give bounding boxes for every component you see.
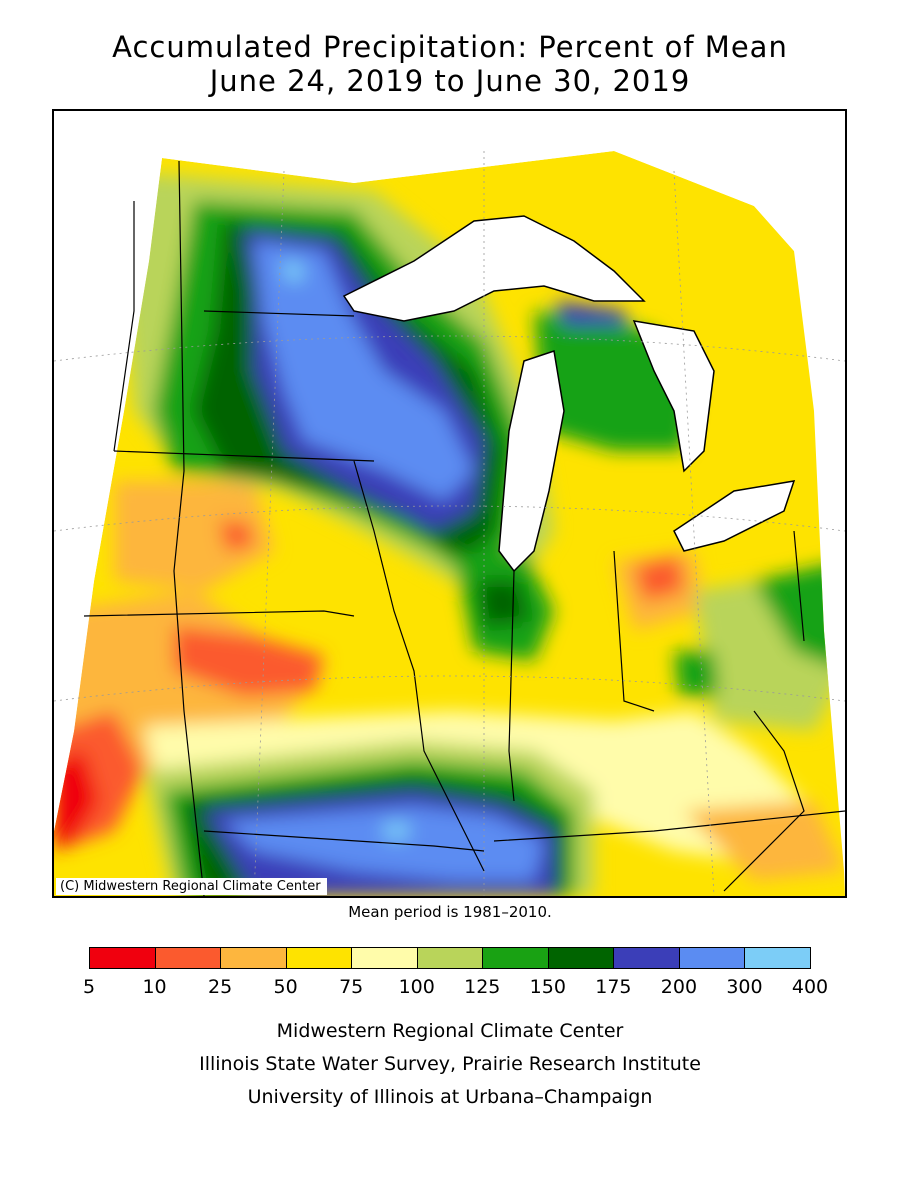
zone-200-300-north <box>254 241 474 501</box>
border-mississippi <box>353 460 485 872</box>
lake-huron <box>632 320 715 473</box>
zone-175-200-up <box>554 301 629 326</box>
legend-tick-label: 175 <box>595 976 632 998</box>
border-mn-ia <box>113 450 375 462</box>
legend-swatch <box>678 947 746 969</box>
zone-10-25-oh <box>634 556 684 601</box>
legend-tick-label: 200 <box>660 976 698 998</box>
legend-swatch <box>416 947 484 969</box>
legend-tick-label: 150 <box>529 976 566 998</box>
map-canvas <box>54 111 845 896</box>
zone-5-10-sw <box>54 751 99 851</box>
lon-line-3 <box>673 170 715 896</box>
lake-superior <box>342 215 646 322</box>
border-nd-sd <box>113 201 135 452</box>
zone-125-150-oh-spot <box>674 651 719 696</box>
credit-line2: Illinois State Water Survey, Prairie Res… <box>199 1053 701 1075</box>
legend-swatch <box>220 947 287 969</box>
lon-line-1 <box>253 170 285 896</box>
map-copyright: (C) Midwestern Regional Climate Center <box>56 878 327 895</box>
state-borders <box>83 160 845 896</box>
map-title-line1: Accumulated Precipitation: Percent of Me… <box>112 30 788 64</box>
credit-line1: Midwestern Regional Climate Center <box>276 1020 624 1042</box>
border-dakotas-mn <box>173 160 205 896</box>
legend-swatch <box>613 947 680 969</box>
border-il-in <box>508 570 515 802</box>
lat-line-2 <box>54 505 845 532</box>
lat-line-1 <box>54 335 845 362</box>
zone-25-50-nw <box>114 481 274 591</box>
legend-tick-label: 100 <box>398 976 435 998</box>
legend-labels: 5 10 25 50 75 100 125 150 175 200 300 400 <box>83 976 828 998</box>
legend-swatch <box>482 947 549 969</box>
zone-10-25-iowa <box>174 626 324 696</box>
precipitation-map: (C) Midwestern Regional Climate Center <box>52 109 847 898</box>
legend-swatch <box>351 947 418 969</box>
outside-domain <box>54 111 845 831</box>
zone-150-175-il <box>479 581 529 626</box>
border-ia-mo <box>83 610 355 617</box>
color-legend <box>89 947 812 969</box>
map-title-line2: June 24, 2019 to June 30, 2019 <box>209 64 691 98</box>
zone-200-300-south <box>224 806 544 881</box>
legend-tick-label: 300 <box>726 976 763 998</box>
great-lakes <box>342 215 796 573</box>
border-in-oh <box>613 550 655 712</box>
legend-tick-label: 125 <box>464 976 501 998</box>
legend-swatch <box>89 947 156 969</box>
legend-tick-label: 5 <box>82 976 96 998</box>
legend-tick-label: 400 <box>791 976 829 998</box>
lake-erie <box>673 480 796 552</box>
mean-period-note: Mean period is 1981–2010. <box>348 903 552 921</box>
legend-tick-label: 25 <box>207 976 233 998</box>
border-wv-ky <box>723 710 805 892</box>
border-ky-tn <box>493 810 845 842</box>
zone-25-50-ky <box>684 801 845 881</box>
graticule <box>54 151 845 896</box>
border-oh-pa <box>793 530 805 642</box>
lat-line-3 <box>54 675 845 702</box>
credit-line3: University of Illinois at Urbana–Champai… <box>247 1086 653 1108</box>
legend-swatch <box>744 947 812 969</box>
zone-300-400-mo <box>384 823 409 839</box>
legend-tick-label: 50 <box>273 976 298 998</box>
zone-300-400-mn <box>282 261 304 281</box>
border-mo-ar <box>203 830 485 852</box>
legend-tick-label: 75 <box>339 976 364 998</box>
legend-swatch <box>285 947 353 969</box>
zone-10-25-nebraska <box>219 521 254 551</box>
border-mn-wi-n <box>203 310 355 317</box>
legend-swatch <box>547 947 615 969</box>
lake-michigan <box>498 350 565 573</box>
legend-swatch <box>154 947 222 969</box>
legend-tick-label: 10 <box>142 976 167 998</box>
